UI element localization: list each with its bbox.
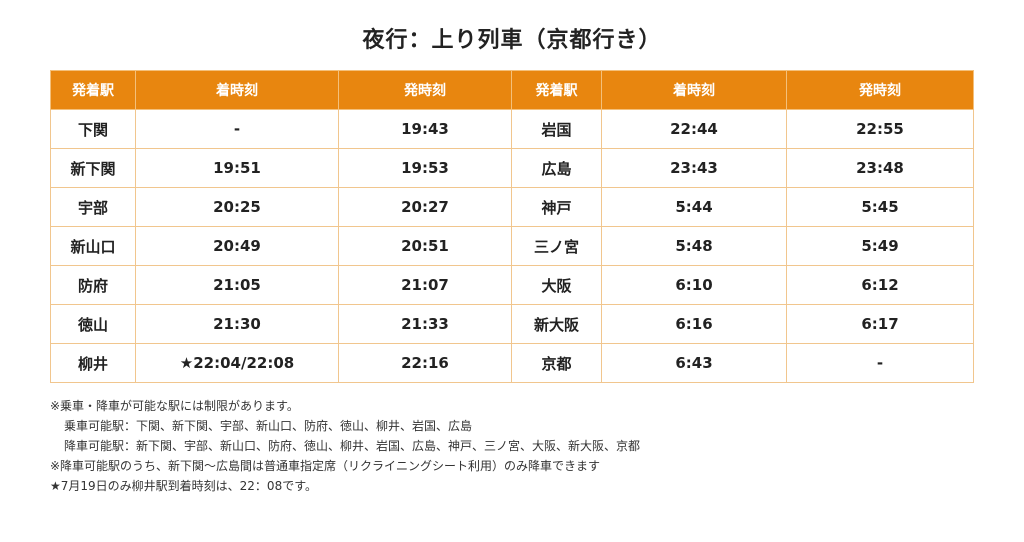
station-cell: 神戸 — [511, 187, 602, 227]
arrival-cell: 21:05 — [135, 265, 339, 305]
station-cell: 三ノ宮 — [511, 226, 602, 266]
note-alighting-stations: 降車可能駅：新下関、宇部、新山口、防府、徳山、柳井、岩国、広島、神戸、三ノ宮、大… — [64, 439, 641, 453]
station-cell: 大阪 — [511, 265, 602, 305]
departure-cell: 19:43 — [338, 109, 512, 149]
arrival-cell: 20:25 — [135, 187, 339, 227]
arrival-cell: ★22:04/22:08 — [135, 343, 339, 383]
arrival-cell: 20:49 — [135, 226, 339, 266]
notes: ※乗車・降車が可能な駅には制限があります。 乗車可能駅：下関、新下関、宇部、新山… — [50, 396, 990, 496]
arrival-cell: - — [135, 109, 339, 149]
departure-cell: 22:55 — [786, 109, 974, 149]
table-row: 下関 - 19:43 岩国 22:44 22:55 — [50, 109, 974, 149]
station-cell: 下関 — [50, 109, 136, 149]
table-header-row: 発着駅 着時刻 発時刻 発着駅 着時刻 発時刻 — [50, 70, 974, 110]
header-station-2: 発着駅 — [511, 70, 602, 110]
arrival-cell: 21:30 — [135, 304, 339, 344]
arrival-cell: 5:44 — [601, 187, 787, 227]
arrival-cell: 22:44 — [601, 109, 787, 149]
station-cell: 防府 — [50, 265, 136, 305]
station-cell: 新山口 — [50, 226, 136, 266]
station-cell: 京都 — [511, 343, 602, 383]
station-cell: 岩国 — [511, 109, 602, 149]
station-cell: 広島 — [511, 148, 602, 188]
arrival-cell: 5:48 — [601, 226, 787, 266]
arrival-cell: 19:51 — [135, 148, 339, 188]
departure-cell: 23:48 — [786, 148, 974, 188]
header-departure-1: 発時刻 — [338, 70, 512, 110]
departure-cell: 5:49 — [786, 226, 974, 266]
departure-cell: 20:27 — [338, 187, 512, 227]
departure-cell: 6:17 — [786, 304, 974, 344]
table-row: 徳山 21:30 21:33 新大阪 6:16 6:17 — [50, 304, 974, 344]
note-boarding-stations: 乗車可能駅：下関、新下関、宇部、新山口、防府、徳山、柳井、岩国、広島 — [64, 419, 473, 433]
page-title: 夜行：上り列車（京都行き） — [362, 28, 662, 53]
station-cell: 新下関 — [50, 148, 136, 188]
station-cell: 柳井 — [50, 343, 136, 383]
departure-cell: 21:07 — [338, 265, 512, 305]
departure-cell: 19:53 — [338, 148, 512, 188]
header-arrival-2: 着時刻 — [601, 70, 787, 110]
station-cell: 宇部 — [50, 187, 136, 227]
departure-cell: 6:12 — [786, 265, 974, 305]
table-row: 防府 21:05 21:07 大阪 6:10 6:12 — [50, 265, 974, 305]
departure-cell: 5:45 — [786, 187, 974, 227]
arrival-cell: 23:43 — [601, 148, 787, 188]
station-cell: 徳山 — [50, 304, 136, 344]
arrival-cell: 6:43 — [601, 343, 787, 383]
table-row: 柳井 ★22:04/22:08 22:16 京都 6:43 - — [50, 343, 974, 383]
note-special-date: ★7月19日のみ柳井駅到着時刻は、22：08です。 — [50, 479, 318, 493]
table-row: 新下関 19:51 19:53 広島 23:43 23:48 — [50, 148, 974, 188]
note-restriction: ※乗車・降車が可能な駅には制限があります。 — [50, 399, 299, 413]
table-row: 新山口 20:49 20:51 三ノ宮 5:48 5:49 — [50, 226, 974, 266]
station-cell: 新大阪 — [511, 304, 602, 344]
table-row: 宇部 20:25 20:27 神戸 5:44 5:45 — [50, 187, 974, 227]
header-departure-2: 発時刻 — [786, 70, 974, 110]
header-station-1: 発着駅 — [50, 70, 136, 110]
note-seat-class: ※降車可能駅のうち、新下関～広島間は普通車指定席（リクライニングシート利用）のみ… — [50, 459, 601, 473]
header-arrival-1: 着時刻 — [135, 70, 339, 110]
arrival-cell: 6:16 — [601, 304, 787, 344]
arrival-cell: 6:10 — [601, 265, 787, 305]
departure-cell: 20:51 — [338, 226, 512, 266]
timetable: 発着駅 着時刻 発時刻 発着駅 着時刻 発時刻 下関 - 19:43 岩国 22… — [50, 70, 974, 383]
departure-cell: - — [786, 343, 974, 383]
departure-cell: 22:16 — [338, 343, 512, 383]
departure-cell: 21:33 — [338, 304, 512, 344]
